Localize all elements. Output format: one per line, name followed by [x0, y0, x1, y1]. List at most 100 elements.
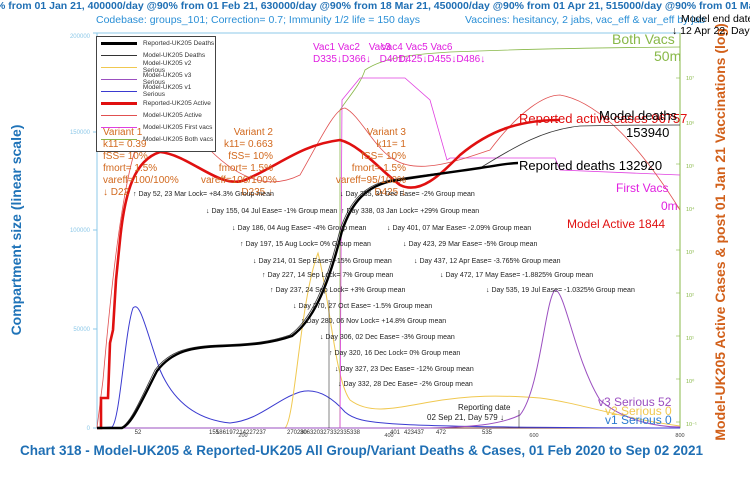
svg-text:155: 155: [209, 430, 220, 436]
variant-fss: fSS= 10%: [103, 151, 148, 162]
svg-text:52: 52: [135, 430, 142, 436]
svg-text:10⁶: 10⁶: [686, 120, 694, 127]
reported-deaths-end-label: Reported deaths 132920: [519, 158, 663, 173]
variant-fss: fSS= 10%: [361, 151, 406, 162]
vac1-label: Vac1: [313, 42, 336, 53]
series-model-deaths: [97, 124, 681, 429]
svg-text:200: 200: [238, 433, 247, 439]
svg-text:186197214227237: 186197214227237: [216, 430, 267, 436]
svg-text:200000: 200000: [70, 34, 91, 40]
variant-2-annotation: Variant 2 k11= 0.663 fSS= 10% fmort= 1.5…: [201, 127, 277, 199]
svg-text:150000: 150000: [70, 130, 91, 136]
svg-text:401: 401: [390, 430, 401, 436]
svg-text:10⁴: 10⁴: [686, 206, 695, 213]
svg-text:800: 800: [675, 433, 684, 439]
svg-text:535: 535: [482, 430, 493, 436]
model-active-end-label: Model Active 1844: [567, 217, 666, 231]
event-annotation: ↓ Day 437, 12 Apr Ease= -3.765% Group me…: [414, 258, 561, 265]
event-annotation: ↓ Day 327, 23 Dec Ease= -12% Group mean: [335, 366, 474, 373]
vac3-day: D401↓: [379, 54, 409, 65]
event-annotation: ↑ Day 52, 23 Mar Lock= +84.3% Group mean: [133, 191, 274, 198]
variant-k11: k11= 1: [376, 139, 406, 150]
svg-text:270280: 270280: [287, 430, 308, 436]
legend-label: Model-UK205 v3 Serious: [142, 72, 192, 86]
variant-1-annotation: Variant 1 k11= 0.39 fSS= 10% fmort= 1.5%…: [103, 127, 179, 199]
vac6-day: D486↓: [456, 54, 486, 65]
v3-serious-end-label: v3 Serious 52: [598, 395, 672, 409]
legend-label: Model-UK205 Active: [143, 111, 202, 119]
variant-name: Variant 1: [103, 127, 143, 138]
event-annotation: ↑ Day 280, 06 Nov Lock= +14.8% Group mea…: [301, 318, 447, 325]
series-reported-active: [97, 118, 561, 430]
event-annotation: ↑ Day 320, 16 Dec Lock= 0% Group mean: [329, 350, 461, 357]
legend-label: Model-UK205 v1 Serious: [142, 84, 192, 98]
svg-text:10⁵: 10⁵: [686, 163, 694, 170]
chart-header-codebase: Codebase: groups_101; Correction= 0.7; I…: [96, 14, 420, 26]
variant-k11: k11= 0.39: [103, 139, 147, 150]
series-both-vacs: [339, 46, 681, 428]
vac4-day: D425↓: [398, 54, 428, 65]
event-annotation: ↓ Day 270, 27 Oct Ease= -1.5% Group mean: [293, 303, 433, 310]
variant-name: Variant 2: [233, 127, 273, 138]
right-axis-label: Model-UK205 Active Cases & post 01 Jan 2…: [712, 23, 728, 441]
event-annotation: ↓ Day 335, 31 Dec Ease= -2% Group mean: [340, 191, 475, 198]
x-axis-ticks: 200 400 600 800: [238, 433, 684, 439]
variant-day: D235 ↓: [241, 187, 273, 198]
legend-item: Model-UK205 First vacs: [97, 121, 215, 133]
series-reported-deaths: [97, 161, 519, 430]
svg-text:472: 472: [436, 430, 447, 436]
svg-text:600: 600: [529, 433, 538, 439]
vac3-label: Vac3: [368, 42, 391, 53]
svg-text:100000: 100000: [70, 228, 91, 234]
event-annotation: ↓ Day 186, 04 Aug Ease= -4% Group mean: [232, 225, 367, 232]
model-deaths-value: 153940: [626, 125, 670, 140]
legend-label: Reported-UK205 Deaths: [143, 39, 215, 47]
event-annotation: ↑ Day 237, 24 Sep Lock= +3% Group mean: [270, 287, 406, 294]
event-annotation: ↑ Day 197, 15 Aug Lock= 0% Group mean: [240, 241, 371, 248]
event-annotation: ↓ Day 472, 17 May Ease= -1.8825% Group m…: [440, 272, 594, 279]
v2-serious-end-label: v2 Serious 0: [605, 404, 672, 418]
svg-text:10²: 10²: [686, 293, 694, 299]
variant-fmort: fmort= 1.5%: [351, 163, 406, 174]
both-vacs-value: 50m: [654, 48, 682, 64]
model-deaths-end-label: Model deaths: [599, 108, 678, 123]
svg-text:10¹: 10¹: [686, 336, 694, 342]
chart-title: Chart 318 - Model-UK205 & Reported-UK205…: [20, 443, 703, 458]
left-axis-label: Compartment size (linear scale): [8, 124, 24, 336]
legend-label: Model-UK205 First vacs: [143, 123, 213, 131]
vac2-label: Vac2: [337, 42, 360, 53]
legend-item: Model-UK205 v1 Serious: [97, 84, 215, 98]
event-annotation: ↓ Day 306, 02 Dec Ease= -3% Group mean: [320, 334, 455, 341]
chart-header-vaccines: Vaccines: hesitancy, 2 jabs, vac_eff & v…: [465, 14, 706, 26]
event-annotation: ↓ Day 214, 01 Sep Ease= -15% Group mean: [253, 258, 392, 265]
series-v1-serious: [96, 306, 681, 429]
v1-serious-end-label: v1 Serious 0: [605, 413, 672, 427]
event-annotation: ↓ Day 332, 28 Dec Ease= -2% Group mean: [338, 381, 473, 388]
reporting-date-value: 02 Sep 21, Day 579 ↓: [427, 413, 504, 422]
variant-name: Variant 3: [366, 127, 406, 138]
variant-fmort: fmort= 1.5%: [103, 163, 158, 174]
vac4-label: Vac4: [380, 42, 403, 53]
variant-k11: k11= 0.663: [223, 139, 273, 150]
svg-text:423437: 423437: [404, 430, 425, 436]
svg-text:400: 400: [384, 433, 393, 439]
svg-text:10⁰: 10⁰: [686, 378, 695, 385]
legend-item: Model-UK205 v2 Serious: [97, 60, 215, 74]
vac2-day: D366↓: [341, 54, 371, 65]
event-annotation: ↓ Day 401, 07 Mar Ease= -2.09% Group mea…: [387, 225, 532, 232]
both-vacs-end-label: Both Vacs: [612, 31, 675, 47]
legend-item: Model-UK205 Active: [97, 109, 215, 121]
svg-text:0: 0: [87, 426, 91, 432]
legend-label: Model-UK205 v2 Serious: [142, 60, 192, 74]
model-end-date-value: ↓ 12 Apr 22, Day: [672, 25, 750, 37]
legend-label: Model-UK205 Deaths: [143, 51, 206, 59]
legend-item: Model-UK205 Both vacs: [97, 133, 215, 145]
variant-day: ↓ D22: [103, 187, 130, 198]
variant-vareff: vareff=95/100%: [335, 175, 406, 186]
series-first-vacs: [339, 77, 681, 429]
svg-text:10⁻¹: 10⁻¹: [686, 422, 697, 428]
legend-label: Reported-UK205 Active: [143, 99, 211, 107]
svg-text:10⁷: 10⁷: [686, 75, 694, 82]
first-vacs-value: 0m: [661, 199, 678, 213]
